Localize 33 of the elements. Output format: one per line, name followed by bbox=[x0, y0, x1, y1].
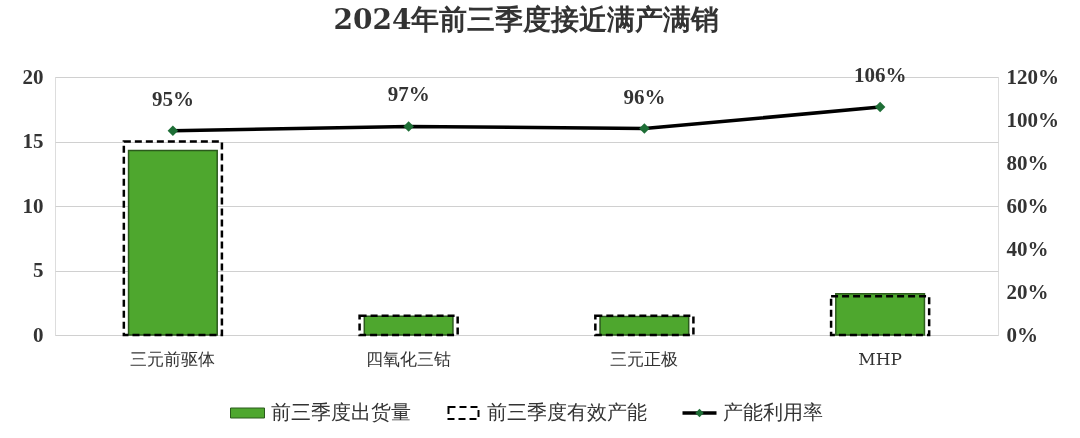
x-tick-label: 四氧化三钴 bbox=[366, 348, 452, 369]
point bbox=[874, 101, 886, 113]
point bbox=[167, 125, 179, 136]
bar bbox=[122, 140, 224, 337]
y-tick-label: 20 bbox=[22, 64, 44, 89]
y2-tick-label: 0% bbox=[1006, 322, 1038, 347]
y-tick-label: 15 bbox=[22, 129, 44, 153]
data-label: 95% bbox=[151, 86, 194, 111]
bar bbox=[594, 314, 695, 337]
legend-label: 前三季度出货量 bbox=[270, 400, 411, 424]
data-label: 96% bbox=[623, 84, 666, 109]
point bbox=[403, 121, 414, 132]
y-tick-label: 10 bbox=[22, 193, 44, 218]
chart-title: 2024年前三季度接近满产满销 bbox=[333, 3, 720, 37]
point bbox=[639, 123, 650, 134]
x-tick-label: MHP bbox=[858, 348, 902, 369]
x-tick-label: 三元前驱体 bbox=[130, 348, 216, 369]
y2-tick-label: 120% bbox=[1006, 64, 1059, 89]
bar bbox=[358, 314, 459, 337]
y-tick-label: 0 bbox=[33, 322, 44, 347]
data-label: 106% bbox=[853, 63, 907, 88]
legend-label: 产能利用率 bbox=[722, 400, 823, 424]
data-label: 97% bbox=[387, 82, 430, 107]
bar bbox=[835, 292, 926, 336]
y2-tick-label: 60% bbox=[1006, 193, 1049, 218]
y2-tick-label: 80% bbox=[1006, 150, 1049, 175]
bar bbox=[829, 295, 931, 337]
y-tick-label: 5 bbox=[33, 258, 44, 282]
y2-tick-label: 100% bbox=[1006, 107, 1059, 132]
legend-label: 前三季度有效产能 bbox=[486, 400, 647, 424]
x-tick-label: 三元正极 bbox=[610, 348, 679, 369]
y2-tick-label: 20% bbox=[1006, 279, 1049, 304]
y2-tick-label: 40% bbox=[1006, 236, 1049, 261]
